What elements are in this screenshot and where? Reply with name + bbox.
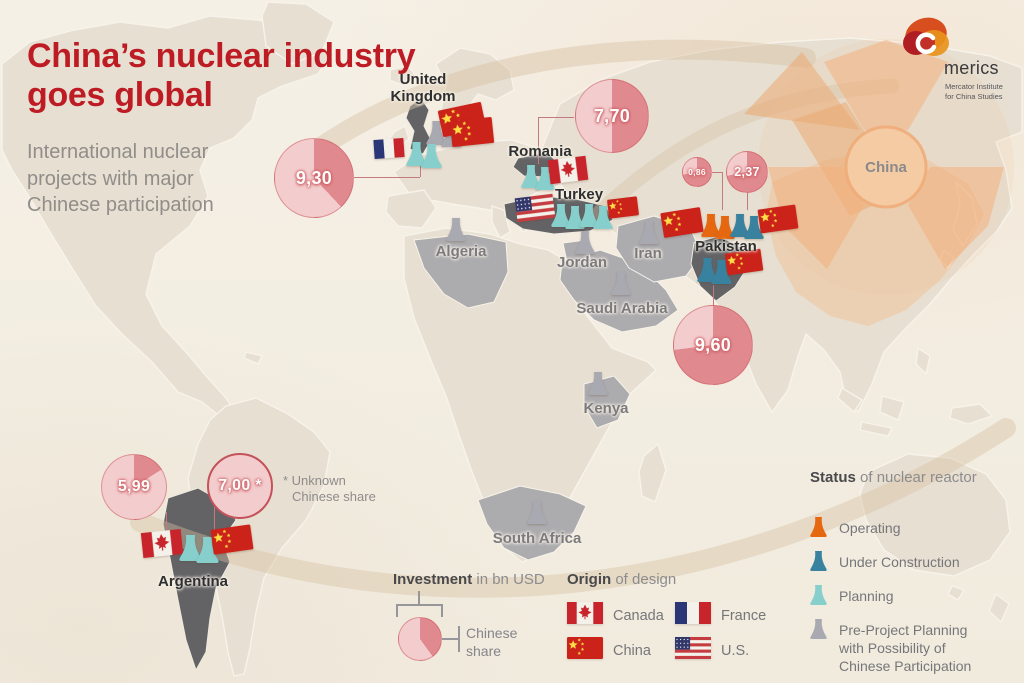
legend-status: Status of nuclear reactor Operating Under… xyxy=(810,469,1015,683)
logo-tagline-1: Mercator Institute xyxy=(945,82,1003,91)
origin-item-china: China xyxy=(567,637,651,664)
trefoil-blade-lower-left xyxy=(768,167,864,269)
legend-status-items: Operating Under Construction Planning Pre-P… xyxy=(810,517,1015,683)
legend-origin-title-bold: Origin xyxy=(567,571,612,588)
chinese-share-label: Chinese share xyxy=(466,625,518,660)
share-pointer-line xyxy=(442,638,459,640)
landmass-greenland xyxy=(261,1,335,65)
page-title: China’s nuclear industry goes global xyxy=(27,36,416,116)
landmass-tasmania xyxy=(947,585,965,601)
landmass-north-america xyxy=(1,15,333,419)
landmass-madagascar xyxy=(638,443,667,503)
flag-france-icon xyxy=(675,602,711,629)
landmass-sumatra xyxy=(837,387,863,413)
landmass-iceland xyxy=(389,65,417,87)
radiation-trefoil-icon xyxy=(758,39,1014,295)
under-construction-reactor-icon xyxy=(810,551,827,576)
legend-item-under_construction: Under Construction xyxy=(810,551,960,576)
landmass-java xyxy=(859,421,893,437)
country-label-china: China xyxy=(865,159,907,176)
bracket-leg-left xyxy=(396,604,398,617)
subtitle: International nuclear projects with major… xyxy=(27,139,214,219)
bracket-stem xyxy=(418,591,420,605)
origin-item-france: France xyxy=(675,602,766,629)
pre-project-reactor-icon xyxy=(810,619,827,676)
merics-logo-name: merics xyxy=(944,58,999,78)
logo-tagline-2: for China Studies xyxy=(945,91,1003,101)
flag-china-icon xyxy=(567,637,603,664)
legend-origin-title-rest: of design xyxy=(611,571,677,588)
merics-logo: merics Mercator Institute for China Studi… xyxy=(901,14,1019,106)
landmass-australia xyxy=(859,453,1011,577)
landmass-italy xyxy=(491,205,511,239)
country-jordan xyxy=(562,239,591,263)
note-line1: * Unknown xyxy=(283,473,346,488)
unknown-share-note: * Unknown Chinese share xyxy=(283,473,376,506)
legend-investment: Investment in bn USD xyxy=(393,571,545,588)
legend-item-label: Under Construction xyxy=(839,554,960,570)
origin-item-label: Canada xyxy=(613,607,664,624)
share-pointer-tick xyxy=(458,626,460,652)
landmass-iberia xyxy=(385,189,437,229)
legend-status-title: Status of nuclear reactor xyxy=(810,469,1015,486)
flag-canada-icon xyxy=(567,602,603,629)
trefoil-blade-lower-right xyxy=(908,167,1004,269)
legend-origin-items: Canada France China U.S. xyxy=(567,600,797,670)
subtitle-line1: International nuclear xyxy=(27,141,209,163)
note-line2: Chinese share xyxy=(292,489,376,505)
merics-logo-icon xyxy=(903,17,949,56)
landmass-cuba xyxy=(243,351,263,365)
bracket-bar xyxy=(396,604,443,606)
bracket-leg-right xyxy=(441,604,443,617)
subtitle-line3: Chinese participation xyxy=(27,194,214,217)
landmass-ireland xyxy=(388,125,410,148)
swoosh-arc-top xyxy=(282,39,816,178)
trefoil-blade-up xyxy=(824,40,948,130)
landmass-new-zealand xyxy=(988,593,1010,623)
operating-reactor-icon xyxy=(810,517,827,542)
title-line2: goes global xyxy=(27,76,213,115)
planning-reactor-icon xyxy=(810,585,827,610)
origin-item-us: U.S. xyxy=(675,637,749,664)
origin-item-canada: Canada xyxy=(567,602,664,629)
legend-status-title-rest: of nuclear reactor xyxy=(855,469,977,486)
legend-item-label: Pre-Project Planning with Possibility of… xyxy=(839,622,972,675)
trefoil-center-circle xyxy=(844,125,928,209)
merics-logo-tagline: Mercator Institute for China Studies xyxy=(945,82,1003,102)
legend-item-operating: Operating xyxy=(810,517,900,542)
country-algeria xyxy=(413,233,509,309)
legend-item-planning: Planning xyxy=(810,585,894,610)
legend-item-pre_project: Pre-Project Planning with Possibility of… xyxy=(810,619,971,676)
legend-status-title-bold: Status xyxy=(810,469,856,486)
landmass-africa xyxy=(403,227,657,563)
legend-investment-title-bold: Investment xyxy=(393,571,473,588)
origin-item-label: China xyxy=(613,642,651,659)
origin-item-label: U.S. xyxy=(721,642,750,659)
legend-origin-title: Origin of design xyxy=(567,571,676,588)
subtitle-line2: projects with major xyxy=(27,167,194,190)
landmass-borneo xyxy=(879,395,905,421)
swoosh-arc-bottom xyxy=(130,418,1016,598)
legend-item-label: Operating xyxy=(839,520,901,536)
legend-investment-title-rest: in bn USD xyxy=(472,571,545,588)
legend-item-label: Planning xyxy=(839,588,894,604)
origin-item-label: France xyxy=(721,607,767,624)
flag-us-icon xyxy=(675,637,711,664)
landmass-new-guinea xyxy=(949,403,993,425)
landmass-philippines xyxy=(915,347,931,375)
title-line1: China’s nuclear industry xyxy=(27,36,416,75)
legend-investment-title: Investment in bn USD xyxy=(393,571,545,588)
